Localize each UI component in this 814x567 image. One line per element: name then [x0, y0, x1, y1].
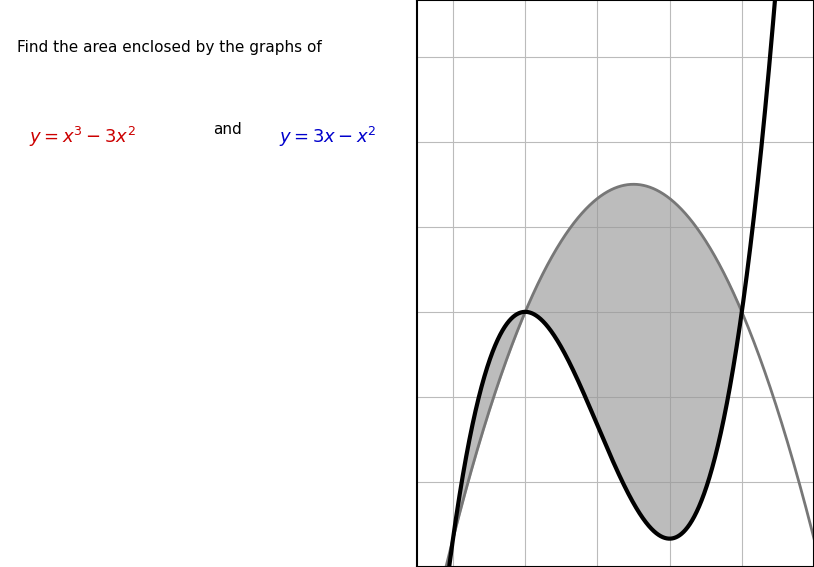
Text: and: and	[212, 122, 242, 137]
Text: $y = x^3 - 3x^2$: $y = x^3 - 3x^2$	[29, 125, 136, 149]
Text: Find the area enclosed by the graphs of: Find the area enclosed by the graphs of	[16, 40, 322, 54]
Text: $y = 3x - x^2$: $y = 3x - x^2$	[279, 125, 377, 149]
